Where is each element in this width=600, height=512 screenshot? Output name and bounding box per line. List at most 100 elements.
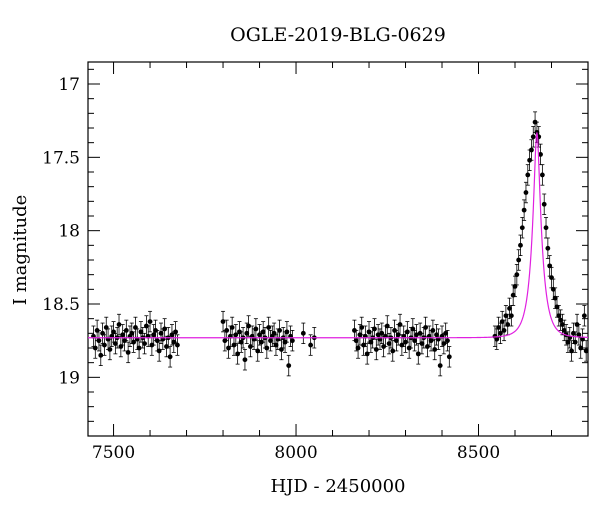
data-point (505, 322, 511, 327)
data-point (393, 338, 399, 344)
data-point (242, 357, 248, 363)
y-axis-label: I magnitude (10, 195, 31, 306)
data-point (561, 328, 567, 333)
data-point (136, 345, 142, 351)
data-point (545, 245, 551, 251)
data-point (284, 329, 290, 335)
data-point (229, 325, 235, 330)
data-point (224, 328, 230, 333)
chart-title: OGLE-2019-BLG-0629 (230, 24, 446, 46)
data-point (390, 348, 396, 354)
data-point (581, 313, 587, 319)
data-point (277, 328, 283, 333)
data-point (156, 348, 162, 354)
data-point (412, 338, 418, 344)
data-point (266, 325, 272, 330)
data-point (246, 323, 251, 329)
data-point (308, 342, 314, 348)
data-point (92, 345, 98, 351)
data-point (102, 342, 107, 348)
data-point (576, 332, 582, 338)
data-point (432, 347, 438, 352)
data-point (514, 272, 520, 278)
data-point (355, 345, 361, 351)
y-tick-label: 18.5 (42, 295, 80, 315)
data-point (443, 330, 449, 336)
data-point (147, 319, 153, 324)
data-point (368, 339, 374, 345)
data-point (260, 329, 266, 335)
data-point (286, 363, 292, 368)
data-point (125, 350, 131, 355)
y-tick-label: 17.5 (42, 148, 80, 168)
data-point (175, 342, 180, 348)
data-point (556, 313, 562, 319)
data-point (264, 345, 270, 351)
data-point (120, 332, 126, 338)
data-point (580, 336, 585, 342)
data-point (384, 323, 390, 329)
data-point (386, 341, 392, 346)
data-point (516, 257, 522, 263)
data-point (538, 152, 543, 157)
data-point (364, 351, 370, 357)
data-point (238, 339, 244, 345)
data-point (112, 341, 118, 346)
data-point (529, 147, 534, 153)
data-point (501, 328, 507, 333)
data-point (518, 242, 523, 248)
data-point (423, 325, 428, 330)
data-point (173, 329, 178, 335)
x-axis-label: HJD - 2450000 (270, 476, 405, 497)
data-point (107, 347, 113, 352)
data-point (375, 332, 381, 338)
data-point (273, 342, 279, 348)
data-point (244, 330, 250, 336)
data-point (397, 322, 403, 327)
y-tick-label: 19 (58, 368, 80, 388)
data-point (446, 354, 452, 360)
data-point (357, 332, 363, 338)
plot-frame (87, 61, 589, 437)
data-point (569, 348, 574, 354)
data-point (525, 172, 531, 178)
data-point (434, 332, 439, 338)
data-point (169, 332, 175, 338)
data-point (235, 351, 241, 357)
plot-area: 7500 8000 8500 17 17.5 18 18.5 19 (42, 61, 589, 463)
data-point (565, 339, 571, 345)
data-point (419, 341, 425, 346)
data-point (415, 351, 421, 357)
data-point (496, 325, 501, 330)
data-point (430, 328, 436, 333)
data-point (253, 326, 259, 332)
data-point (142, 341, 147, 346)
data-point (255, 348, 261, 354)
y-tick-label: 18 (58, 222, 80, 242)
model-curve (88, 132, 589, 339)
data-point (96, 338, 102, 344)
x-tick-label: 8000 (274, 443, 317, 463)
data-point (560, 322, 565, 327)
data-point (268, 338, 273, 344)
data-point (220, 319, 226, 324)
data-point (414, 332, 419, 338)
data-point (519, 225, 525, 231)
data-point (98, 352, 104, 358)
data-point (131, 339, 137, 345)
data-point (116, 322, 122, 327)
data-point (572, 339, 578, 345)
data-point (530, 134, 536, 140)
x-tick-label: 7500 (92, 443, 135, 463)
data-point (233, 332, 239, 338)
data-point (359, 325, 365, 330)
data-point (138, 329, 144, 335)
data-point (167, 354, 173, 360)
data-point (541, 201, 547, 207)
data-point (158, 330, 164, 336)
data-point (437, 363, 443, 368)
data-point (257, 332, 262, 338)
data-point (508, 313, 514, 319)
data-point (583, 348, 589, 354)
